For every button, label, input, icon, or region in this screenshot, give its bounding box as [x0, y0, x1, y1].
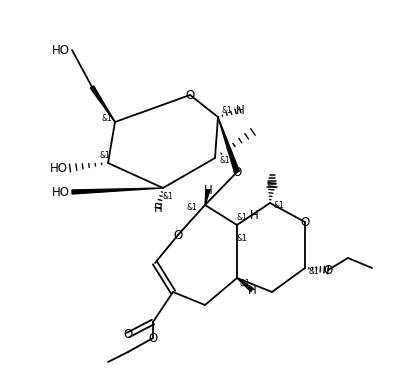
Text: &1: &1	[274, 201, 284, 209]
Text: O: O	[148, 332, 158, 344]
Text: &1: &1	[237, 212, 247, 222]
Text: H: H	[250, 209, 258, 222]
Text: H: H	[154, 202, 162, 215]
Text: &1: &1	[100, 151, 110, 159]
Text: O: O	[123, 329, 133, 342]
Polygon shape	[205, 189, 210, 205]
Text: HO: HO	[50, 161, 68, 175]
Text: &1: &1	[237, 233, 247, 242]
Text: HO: HO	[52, 185, 70, 198]
Polygon shape	[237, 278, 253, 292]
Text: H: H	[248, 283, 256, 296]
Text: &1: &1	[102, 114, 112, 122]
Text: &1: &1	[240, 279, 250, 287]
Text: O: O	[323, 263, 333, 276]
Text: &1: &1	[187, 202, 197, 212]
Text: H: H	[204, 184, 212, 196]
Polygon shape	[72, 188, 163, 194]
Text: H: H	[236, 104, 244, 117]
Text: &1: &1	[220, 155, 230, 165]
Text: &1: &1	[309, 266, 319, 276]
Polygon shape	[218, 117, 239, 173]
Text: O: O	[300, 215, 310, 229]
Text: O: O	[232, 165, 242, 178]
Text: O: O	[173, 229, 183, 242]
Text: &1: &1	[163, 192, 173, 201]
Polygon shape	[90, 86, 115, 122]
Text: HO: HO	[52, 44, 70, 57]
Text: O: O	[185, 88, 195, 101]
Text: &1: &1	[222, 105, 232, 114]
